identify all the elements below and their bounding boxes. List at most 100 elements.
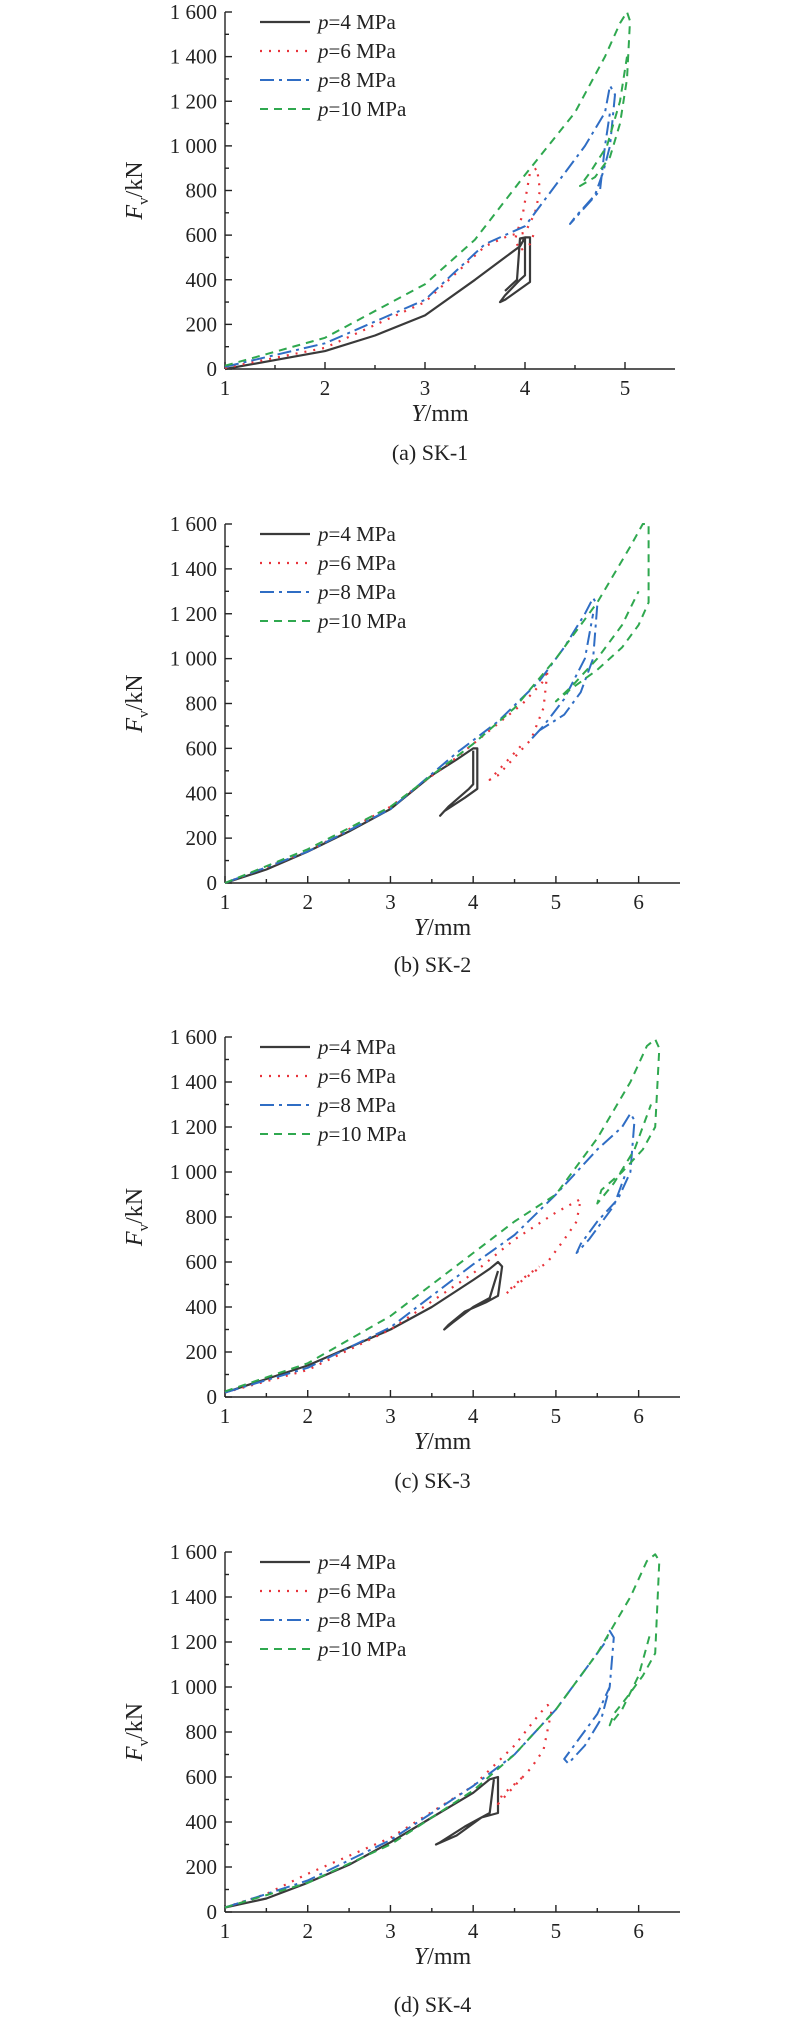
y-tick-label: 1 000 bbox=[170, 1160, 217, 1184]
y-tick-label: 1 400 bbox=[170, 557, 217, 581]
legend-value: =4 MPa bbox=[329, 1035, 397, 1059]
legend-value: =6 MPa bbox=[329, 551, 397, 575]
legend-value: =4 MPa bbox=[329, 522, 397, 546]
x-tick-label: 2 bbox=[302, 1919, 313, 1943]
y-tick-label: 400 bbox=[186, 268, 218, 292]
y-tick-label: 800 bbox=[186, 1205, 218, 1229]
x-tick-label: 6 bbox=[633, 1919, 644, 1943]
legend-label-3: p=8 MPa bbox=[316, 1093, 396, 1117]
x-axis-title: Y/mm bbox=[414, 915, 472, 941]
legend-var: p bbox=[316, 580, 329, 604]
y-tick-label: 1 600 bbox=[170, 512, 217, 536]
y-tick-label: 200 bbox=[186, 826, 218, 850]
y-tick-label: 600 bbox=[186, 1765, 218, 1789]
y-tick-label: 400 bbox=[186, 1810, 218, 1834]
y-axis-title-sub: v bbox=[136, 710, 152, 718]
legend-var: p bbox=[316, 1637, 329, 1661]
legend-var: p bbox=[316, 97, 329, 121]
series-line-3 bbox=[224, 1629, 615, 1909]
legend-value: =4 MPa bbox=[329, 1550, 397, 1574]
y-tick-label: 0 bbox=[207, 1385, 218, 1409]
y-tick-label: 1 400 bbox=[170, 1585, 217, 1609]
y-tick-label: 1 200 bbox=[170, 1630, 217, 1654]
y-tick-label: 1 400 bbox=[170, 1070, 217, 1094]
x-tick-label: 4 bbox=[520, 376, 531, 400]
y-axis-title: Fv/kN bbox=[122, 1188, 152, 1247]
legend-label-4: p=10 MPa bbox=[316, 1122, 407, 1146]
y-tick-label: 600 bbox=[186, 223, 218, 247]
x-axis-title-var: Y bbox=[414, 1429, 430, 1455]
x-tick-label: 3 bbox=[385, 890, 396, 914]
x-tick-label: 6 bbox=[633, 1404, 644, 1428]
x-tick-label: 3 bbox=[420, 376, 431, 400]
x-tick-label: 2 bbox=[302, 890, 313, 914]
x-tick-label: 1 bbox=[220, 1404, 231, 1428]
y-tick-label: 1 600 bbox=[170, 1025, 217, 1049]
y-axis-title-var: F bbox=[122, 205, 148, 221]
legend-value: =6 MPa bbox=[329, 1579, 397, 1603]
y-axis-title-var: F bbox=[122, 718, 148, 734]
panel-caption: (a) SK-1 bbox=[392, 440, 468, 465]
legend-label-2: p=6 MPa bbox=[316, 1579, 396, 1603]
x-axis-title-unit: /mm bbox=[425, 401, 469, 427]
series-line-2 bbox=[224, 1703, 553, 1909]
y-axis-title-sub: v bbox=[136, 1738, 152, 1746]
series-line-1 bbox=[224, 236, 532, 371]
y-tick-label: 200 bbox=[186, 312, 218, 336]
y-tick-label: 1 400 bbox=[170, 45, 217, 69]
y-axis-title: Fv/kN bbox=[122, 1703, 152, 1762]
legend-label-2: p=6 MPa bbox=[316, 39, 396, 63]
legend-value: =8 MPa bbox=[329, 580, 397, 604]
legend-var: p bbox=[316, 1608, 329, 1632]
legend-var: p bbox=[316, 10, 329, 34]
x-axis-title-var: Y bbox=[414, 1944, 430, 1970]
panel-caption: (d) SK-4 bbox=[394, 1992, 472, 2017]
legend-label-3: p=8 MPa bbox=[316, 580, 396, 604]
x-tick-label: 2 bbox=[320, 376, 331, 400]
chart-panel-4: 0 200 400 600 800 1 000 1 200 1 400 1 600 1 2 3 4 5 6 Y… bbox=[122, 1540, 680, 2017]
x-tick-label: 4 bbox=[468, 890, 479, 914]
y-tick-label: 1 000 bbox=[170, 647, 217, 671]
series-line-1 bbox=[224, 1775, 500, 1909]
y-tick-label: 1 200 bbox=[170, 1115, 217, 1139]
legend-label-2: p=6 MPa bbox=[316, 551, 396, 575]
legend-value: =10 MPa bbox=[329, 609, 407, 633]
legend-value: =10 MPa bbox=[329, 1122, 407, 1146]
legend-label-3: p=8 MPa bbox=[316, 68, 396, 92]
y-tick-label: 0 bbox=[207, 357, 218, 381]
x-tick-label: 1 bbox=[220, 1919, 231, 1943]
y-axis-title-var: F bbox=[122, 1746, 148, 1762]
series-line-4 bbox=[224, 11, 631, 367]
y-tick-label: 1 600 bbox=[170, 0, 217, 24]
y-tick-label: 1 000 bbox=[170, 134, 217, 158]
y-axis-title-var: F bbox=[122, 1231, 148, 1247]
y-tick-label: 400 bbox=[186, 1295, 218, 1319]
legend-var: p bbox=[316, 1035, 329, 1059]
y-axis-title: Fv/kN bbox=[122, 674, 152, 733]
series-line-4 bbox=[224, 1038, 661, 1393]
y-tick-label: 0 bbox=[207, 1900, 218, 1924]
y-axis-title-unit: /kN bbox=[122, 674, 148, 710]
x-axis-title: Y/mm bbox=[411, 401, 469, 427]
legend-value: =6 MPa bbox=[329, 39, 397, 63]
x-tick-label: 4 bbox=[468, 1919, 479, 1943]
series-line-2 bbox=[224, 167, 542, 369]
legend-value: =8 MPa bbox=[329, 1608, 397, 1632]
y-axis-title-unit: /kN bbox=[122, 161, 148, 197]
legend-var: p bbox=[316, 1064, 329, 1088]
legend-var: p bbox=[316, 1093, 329, 1117]
x-tick-label: 2 bbox=[302, 1404, 313, 1428]
y-tick-label: 400 bbox=[186, 781, 218, 805]
legend-label-2: p=6 MPa bbox=[316, 1064, 396, 1088]
y-tick-label: 600 bbox=[186, 1250, 218, 1274]
legend-label-1: p=4 MPa bbox=[316, 10, 396, 34]
legend-var: p bbox=[316, 609, 329, 633]
series-line-2 bbox=[224, 1197, 582, 1394]
panel-caption: (c) SK-3 bbox=[394, 1468, 470, 1493]
legend-label-3: p=8 MPa bbox=[316, 1608, 396, 1632]
y-axis-title-unit: /kN bbox=[122, 1703, 148, 1739]
y-axis-title-sub: v bbox=[136, 1223, 152, 1231]
series-line-4 bbox=[224, 1553, 661, 1909]
